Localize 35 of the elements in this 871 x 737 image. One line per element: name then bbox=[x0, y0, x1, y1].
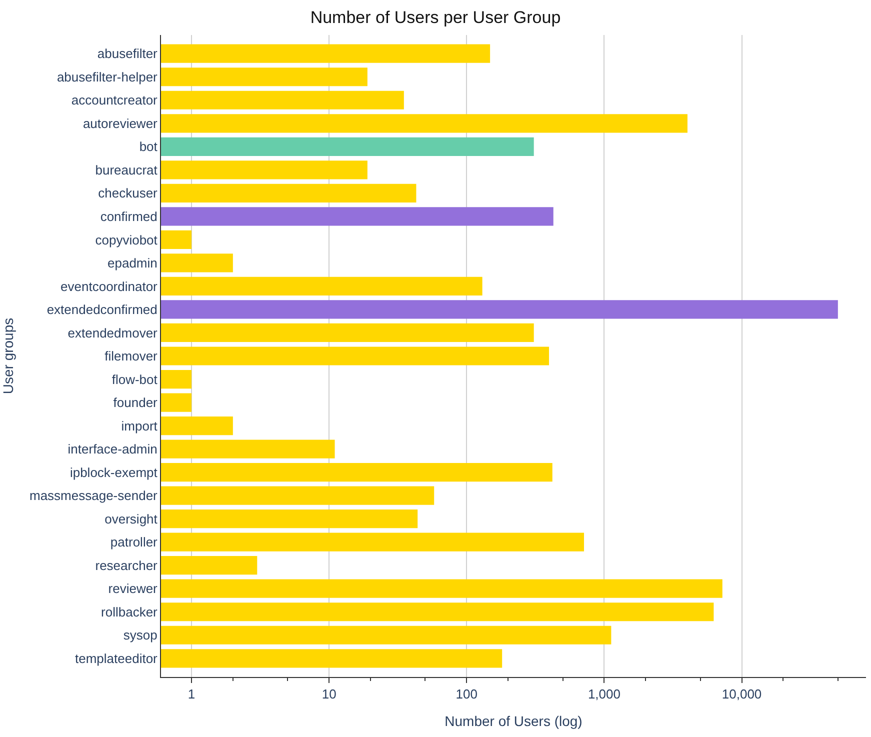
x-tick-label: 1 bbox=[188, 686, 196, 702]
y-tick-label: extendedconfirmed bbox=[46, 302, 158, 318]
y-tick-label: interface-admin bbox=[68, 442, 158, 457]
y-tick-label: reviewer bbox=[108, 581, 158, 596]
x-axis-title: Number of Users (log) bbox=[444, 712, 582, 729]
y-tick-label: patroller bbox=[110, 534, 158, 550]
y-tick-label: epadmin bbox=[108, 256, 158, 271]
y-tick-label: sysop bbox=[123, 628, 158, 643]
y-tick-label: accountcreator bbox=[71, 92, 158, 108]
y-tick-label: oversight bbox=[104, 511, 158, 526]
y-tick-label: researcher bbox=[95, 558, 158, 573]
y-tick-label: extendedmover bbox=[68, 325, 158, 340]
y-tick-label: confirmed bbox=[100, 208, 158, 224]
x-tick-label: 10 bbox=[322, 686, 336, 702]
x-tick-label: 1,000 bbox=[588, 686, 620, 702]
chart-title: Number of Users per User Group bbox=[310, 8, 561, 27]
y-tick-label: filemover bbox=[104, 348, 158, 364]
y-tick-label: abusefilter bbox=[97, 46, 158, 62]
y-tick-label: templateeditor bbox=[75, 650, 158, 666]
y-tick-label: rollbacker bbox=[101, 604, 158, 620]
y-tick-label: import bbox=[121, 418, 158, 434]
x-tick-label: 100 bbox=[456, 686, 478, 702]
x-tick-label: 10,000 bbox=[722, 686, 762, 702]
y-tick-label: flow-bot bbox=[112, 372, 158, 387]
y-tick-label: autoreviewer bbox=[82, 116, 158, 131]
y-tick-label: copyviobot bbox=[95, 232, 158, 248]
y-tick-label: bot bbox=[139, 139, 158, 154]
y-tick-label: eventcoordinator bbox=[60, 278, 158, 294]
y-tick-label: founder bbox=[113, 395, 158, 410]
y-tick-label: bureaucrat bbox=[95, 162, 158, 178]
y-tick-label: abusefilter-helper bbox=[56, 69, 158, 84]
y-tick-label: checkuser bbox=[98, 186, 158, 201]
y-tick-label: ipblock-exempt bbox=[70, 464, 158, 480]
y-axis-title: User groups bbox=[0, 318, 16, 394]
y-tick-label: massmessage-sender bbox=[30, 488, 158, 504]
